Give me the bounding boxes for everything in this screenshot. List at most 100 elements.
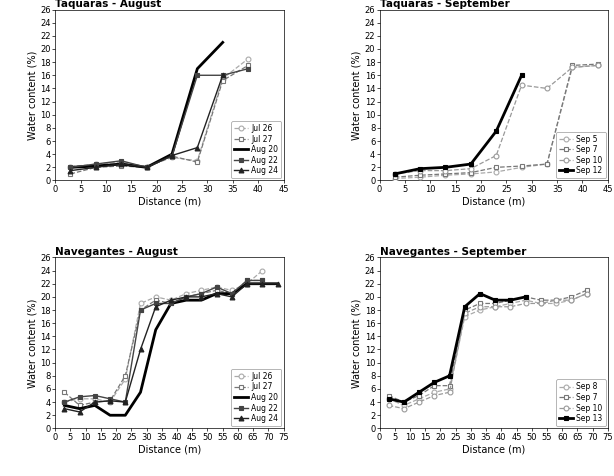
Jul 27 [193, 159, 201, 165]
Aug 24 [122, 399, 129, 405]
Sep 10 [569, 65, 576, 70]
Sep 8 [400, 403, 408, 408]
Jul 27 [92, 165, 99, 170]
Sep 13 [522, 294, 529, 300]
Sep 7 [583, 288, 590, 293]
Jul 27 [76, 403, 84, 408]
Aug 24 [117, 161, 125, 167]
Aug 24 [243, 281, 251, 287]
Aug 20 [167, 301, 174, 307]
Sep 7 [391, 174, 398, 180]
Jul 26 [117, 159, 125, 165]
Aug 22 [117, 158, 125, 164]
Aug 20 [258, 281, 266, 287]
Sep 10 [467, 166, 475, 171]
Aug 22 [67, 165, 74, 170]
Sep 5 [594, 62, 601, 68]
Jul 27 [67, 171, 74, 177]
Sep 10 [391, 171, 398, 177]
Sep 5 [467, 171, 475, 177]
Jul 27 [219, 78, 227, 83]
Jul 26 [228, 288, 236, 293]
Line: Jul 26: Jul 26 [68, 57, 251, 169]
Jul 26 [243, 281, 251, 287]
Line: Aug 24: Aug 24 [68, 73, 225, 173]
Aug 20 [228, 291, 236, 297]
Aug 20 [106, 412, 114, 418]
Jul 27 [198, 291, 205, 297]
Aug 20 [117, 161, 125, 167]
Sep 7 [553, 298, 560, 303]
Sep 13 [416, 389, 423, 395]
Jul 26 [167, 298, 174, 303]
Line: Sep 10: Sep 10 [386, 291, 589, 411]
Sep 7 [518, 163, 526, 169]
Sep 12 [442, 165, 449, 170]
Sep 7 [537, 298, 545, 303]
Sep 7 [446, 383, 453, 388]
Line: Aug 22: Aug 22 [68, 66, 251, 170]
Line: Aug 20: Aug 20 [71, 42, 223, 168]
Jul 26 [182, 291, 190, 297]
Aug 24 [182, 294, 190, 300]
Aug 24 [91, 399, 98, 405]
Aug 22 [244, 66, 252, 71]
Aug 22 [143, 165, 150, 170]
Legend: Sep 8, Sep 7, Sep 10, Sep 13: Sep 8, Sep 7, Sep 10, Sep 13 [556, 379, 605, 426]
Jul 26 [152, 294, 160, 300]
Jul 26 [219, 76, 227, 81]
Sep 7 [400, 399, 408, 405]
Sep 13 [446, 373, 453, 378]
Sep 7 [430, 383, 438, 388]
Sep 12 [416, 166, 424, 171]
Line: Jul 26: Jul 26 [62, 268, 265, 405]
Sep 7 [507, 298, 514, 303]
Aug 24 [228, 294, 236, 300]
Sep 13 [476, 291, 484, 297]
Aug 20 [67, 165, 74, 170]
Aug 24 [274, 281, 281, 287]
Legend: Sep 5, Sep 7, Sep 10, Sep 12: Sep 5, Sep 7, Sep 10, Sep 12 [556, 131, 605, 178]
Line: Sep 7: Sep 7 [386, 288, 589, 405]
Sep 13 [492, 298, 499, 303]
Aug 20 [92, 163, 99, 169]
Sep 10 [594, 62, 601, 68]
Aug 22 [198, 291, 205, 297]
Sep 8 [507, 301, 514, 307]
Jul 26 [92, 161, 99, 167]
Jul 26 [91, 396, 98, 402]
Aug 22 [76, 394, 84, 400]
Jul 26 [106, 399, 114, 405]
Aug 22 [243, 278, 251, 283]
Sep 8 [522, 298, 529, 303]
Jul 27 [91, 399, 98, 405]
Jul 26 [137, 301, 144, 307]
Jul 26 [76, 396, 84, 402]
Jul 26 [244, 56, 252, 62]
Line: Jul 27: Jul 27 [68, 63, 251, 176]
Aug 20 [152, 327, 160, 333]
Jul 27 [243, 278, 251, 283]
Sep 10 [553, 298, 560, 303]
Aug 20 [76, 406, 84, 412]
Aug 20 [137, 389, 144, 395]
Jul 26 [198, 288, 205, 293]
Y-axis label: Water content (%): Water content (%) [352, 298, 362, 387]
Aug 22 [193, 72, 201, 78]
Line: Sep 7: Sep 7 [392, 62, 600, 179]
Sep 8 [430, 389, 438, 395]
Aug 24 [258, 281, 266, 287]
Aug 22 [219, 72, 227, 78]
Sep 7 [467, 170, 475, 176]
Aug 24 [213, 291, 220, 297]
Sep 7 [416, 393, 423, 398]
Sep 7 [569, 62, 576, 68]
Jul 27 [137, 307, 144, 313]
Sep 8 [446, 386, 453, 392]
Y-axis label: Water content (%): Water content (%) [28, 50, 37, 139]
Sep 10 [507, 304, 514, 309]
Sep 10 [430, 393, 438, 398]
Sep 10 [476, 304, 484, 309]
Sep 5 [416, 174, 424, 180]
Sep 10 [461, 310, 468, 316]
